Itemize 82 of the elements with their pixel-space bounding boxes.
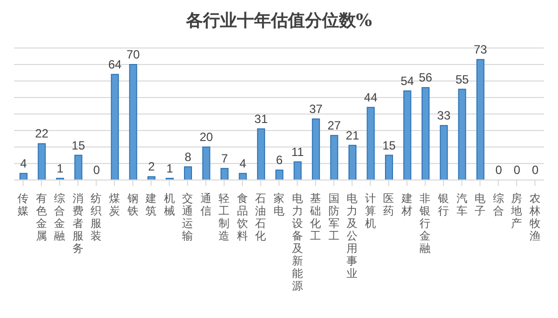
bar <box>440 125 448 180</box>
x-tick-label: 建材 <box>400 192 412 218</box>
data-label: 15 <box>72 138 86 152</box>
data-label: 0 <box>495 163 502 177</box>
data-label: 56 <box>418 70 433 85</box>
data-label: 1 <box>166 161 174 176</box>
x-tick-label: 家电 <box>274 192 284 218</box>
x-tick-label: 消费者服务 <box>72 192 84 255</box>
data-label: 2 <box>148 160 156 174</box>
bar <box>403 90 412 180</box>
x-tick-label: 机械 <box>164 192 175 218</box>
data-label: 70 <box>126 48 140 62</box>
bar <box>312 118 320 180</box>
x-tick-label: 非银行金融 <box>418 192 431 255</box>
x-tick-label: 食品饮料 <box>236 192 248 242</box>
x-tick-label: 煤炭 <box>109 192 120 218</box>
bar <box>422 87 430 180</box>
x-tick-label: 医药 <box>383 192 394 218</box>
x-tick-label: 综合 <box>492 192 504 218</box>
x-tick-label: 农林牧渔 <box>528 192 540 242</box>
bar <box>385 154 394 180</box>
x-tick-label: 电力设备及新能源 <box>292 192 303 292</box>
bar <box>147 176 156 180</box>
data-label: 4 <box>239 156 246 170</box>
bar <box>366 106 375 180</box>
data-label: 21 <box>346 128 360 142</box>
bar <box>202 146 210 180</box>
x-tick-label: 纺织服装 <box>90 192 102 242</box>
data-label: 11 <box>291 144 304 159</box>
x-tick-label: 银行 <box>436 192 449 218</box>
x-tick-label: 基础化工 <box>309 192 322 242</box>
bar <box>20 172 28 180</box>
data-label: 37 <box>309 102 323 116</box>
bar <box>38 143 46 180</box>
x-tick-label: 通信 <box>200 192 212 218</box>
data-label: 33 <box>437 108 451 123</box>
data-label: 8 <box>184 150 192 164</box>
x-tick-label: 计算机 <box>364 192 376 230</box>
x-tick-label: 钢铁 <box>126 192 138 218</box>
data-label: 6 <box>276 153 284 168</box>
data-label: 7 <box>221 151 228 166</box>
x-tick-label: 电子 <box>474 192 486 218</box>
bar <box>184 166 192 180</box>
bar <box>294 161 302 180</box>
data-label: 55 <box>455 72 470 86</box>
bar <box>74 154 82 180</box>
data-label: 0 <box>532 163 539 177</box>
x-tick-label: 综合金融 <box>54 192 66 242</box>
data-label: 31 <box>254 112 268 126</box>
x-tick-label: 房地产 <box>510 192 522 230</box>
bar <box>110 74 119 180</box>
x-tick-label: 有色金属 <box>36 192 47 242</box>
chart-title: 各行业十年估值分位数% <box>184 10 374 33</box>
data-label: 1 <box>56 161 64 176</box>
x-tick-label: 轻工制造 <box>218 192 230 242</box>
x-tick-label: 石油石化 <box>255 192 266 242</box>
data-label: 27 <box>328 118 342 132</box>
x-tick-label: 国防军工 <box>328 192 340 242</box>
bar <box>330 134 338 180</box>
bar <box>238 172 247 180</box>
data-label: 64 <box>108 57 122 72</box>
bar <box>129 64 138 180</box>
data-label: 0 <box>93 163 100 177</box>
x-tick-label: 汽车 <box>456 192 468 218</box>
bar <box>257 128 266 180</box>
x-tick-label: 电力及公用事业 <box>346 192 358 280</box>
data-label: 20 <box>200 130 214 144</box>
bar <box>275 170 284 180</box>
data-label: 73 <box>474 42 488 57</box>
x-tick-label: 交通运输 <box>182 192 194 242</box>
x-tick-label: 传媒 <box>18 192 29 218</box>
data-label: 22 <box>35 126 49 141</box>
data-label: 15 <box>382 138 396 152</box>
data-label: 4 <box>20 156 28 170</box>
data-label: 54 <box>400 74 414 88</box>
bar <box>348 144 356 180</box>
bar <box>220 168 229 180</box>
bar <box>476 59 484 180</box>
bar <box>458 88 466 180</box>
x-tick-label: 建筑 <box>144 192 157 218</box>
data-label: 44 <box>364 90 378 104</box>
data-label: 0 <box>514 163 521 177</box>
